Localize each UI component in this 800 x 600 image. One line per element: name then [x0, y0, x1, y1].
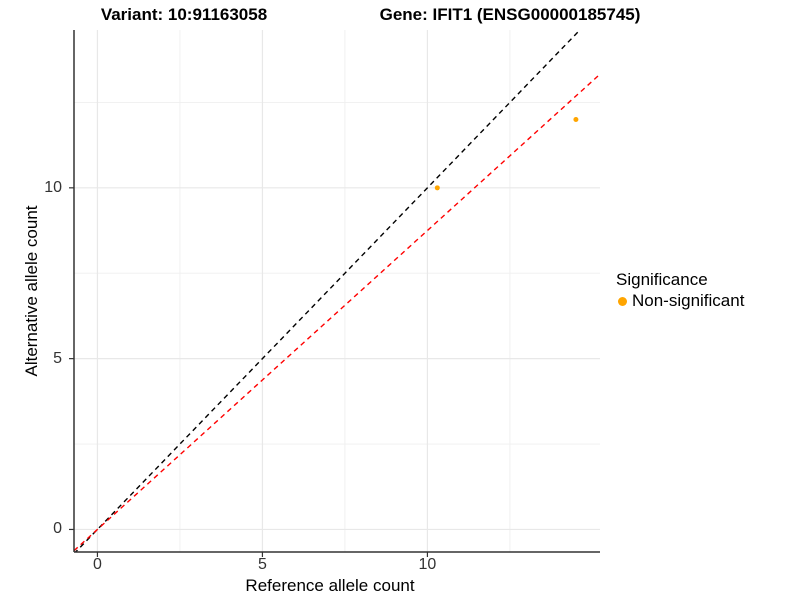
variant-title: Variant: 10:91163058 [100, 5, 268, 24]
data-point [573, 117, 579, 123]
data-point [434, 185, 440, 191]
x-tick-label: 0 [92, 556, 102, 573]
identity-line [74, 30, 581, 552]
legend: Significance Non-significant [616, 270, 744, 311]
expected-ratio-line [74, 73, 600, 552]
x-tick-label: 5 [257, 556, 267, 573]
legend-title: Significance [616, 270, 708, 289]
legend-item-label: Non-significant [632, 291, 745, 310]
x-axis-label: Reference allele count [245, 576, 415, 595]
legend-item-non-significant: Non-significant [616, 291, 744, 311]
y-tick-label: 10 [44, 178, 62, 196]
y-tick-label: 5 [53, 349, 62, 367]
y-tick-label: 0 [53, 520, 62, 538]
legend-point-icon [618, 296, 627, 306]
x-tick-label: 10 [418, 556, 437, 573]
gene-title: Gene: IFIT1 (ENSG00000185745) [379, 5, 641, 24]
